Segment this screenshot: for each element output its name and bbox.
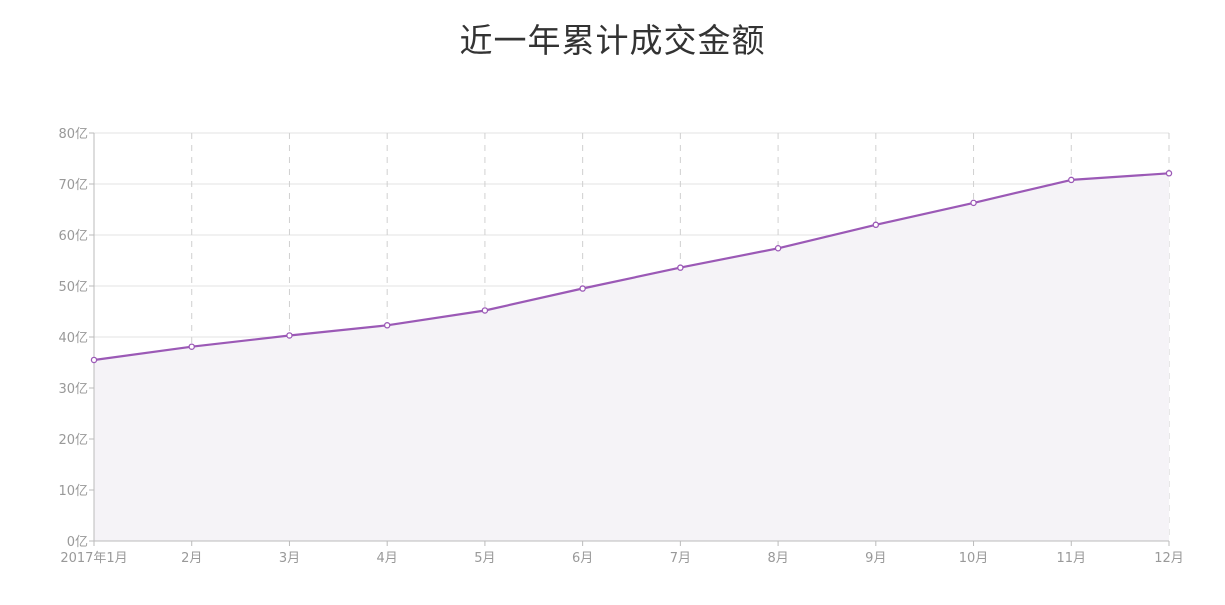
y-tick-label: 60亿 bbox=[58, 229, 88, 244]
data-point[interactable] bbox=[188, 343, 195, 350]
y-tick-label: 50亿 bbox=[58, 280, 88, 295]
data-point[interactable] bbox=[1068, 176, 1075, 184]
x-tick-label: 2017年1月 bbox=[60, 551, 127, 566]
data-point[interactable] bbox=[579, 285, 586, 292]
y-tick-label: 70亿 bbox=[58, 178, 88, 193]
y-tick-label: 0亿 bbox=[67, 535, 88, 550]
y-tick-label: 10亿 bbox=[58, 484, 88, 499]
line-layer bbox=[93, 172, 1170, 362]
chart-title: 近一年累计成交金额 bbox=[459, 21, 766, 60]
point-layer bbox=[90, 170, 1173, 364]
x-tick-label: 12月 bbox=[1154, 551, 1184, 566]
data-point[interactable] bbox=[481, 307, 489, 314]
x-tick-label: 9月 bbox=[865, 551, 886, 566]
x-tick-label: 7月 bbox=[670, 551, 691, 566]
x-tick-label: 6月 bbox=[572, 551, 593, 566]
data-point[interactable] bbox=[872, 221, 880, 229]
y-tick-label: 40亿 bbox=[58, 331, 88, 346]
data-point[interactable] bbox=[677, 264, 684, 271]
data-point[interactable] bbox=[774, 245, 782, 252]
y-tick-label: 30亿 bbox=[58, 382, 88, 397]
x-tick-label: 4月 bbox=[377, 551, 398, 566]
label-layer: 0亿 10亿 20亿 30亿 40亿 50亿 60亿 70亿 80亿 2017年1月 2月 3月 4月 5… bbox=[58, 127, 1183, 566]
y-tick-label: 20亿 bbox=[58, 433, 88, 448]
data-point[interactable] bbox=[383, 322, 391, 329]
area-layer bbox=[94, 173, 1169, 542]
x-tick-label: 10月 bbox=[959, 551, 989, 566]
data-point[interactable] bbox=[1165, 170, 1173, 177]
series-line bbox=[93, 172, 1170, 362]
series-area bbox=[94, 173, 1169, 542]
data-point[interactable] bbox=[286, 332, 293, 339]
x-tick-label: 8月 bbox=[767, 551, 788, 566]
x-tick-label: 3月 bbox=[279, 551, 300, 566]
data-point[interactable] bbox=[90, 356, 98, 364]
x-tick-label: 5月 bbox=[474, 551, 495, 566]
x-tick-label: 2月 bbox=[181, 551, 202, 566]
axis-layer bbox=[89, 132, 1170, 546]
x-tick-label: 11月 bbox=[1056, 551, 1086, 566]
data-point[interactable] bbox=[970, 199, 977, 207]
y-tick-label: 80亿 bbox=[58, 127, 88, 142]
